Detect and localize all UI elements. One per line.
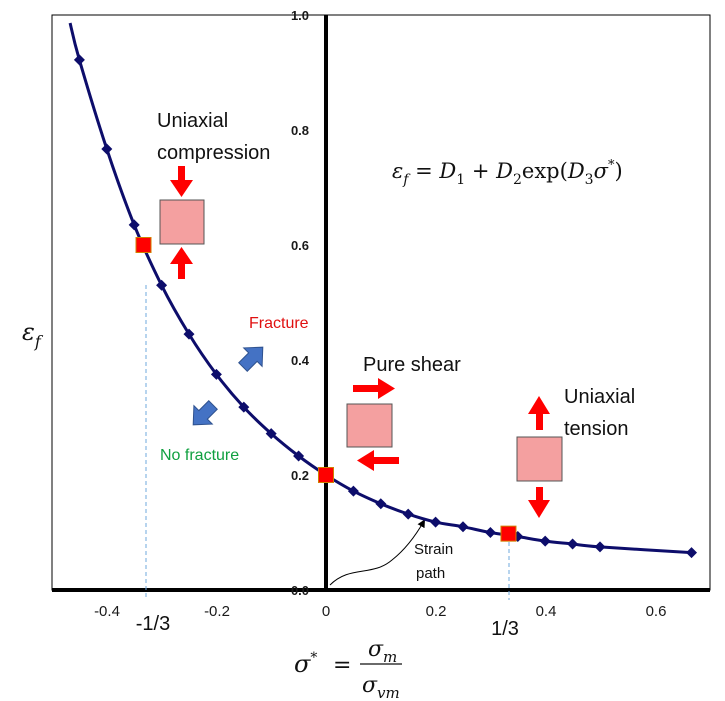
x-tick-label: 0 xyxy=(322,603,330,620)
data-point xyxy=(156,279,168,291)
y-tick-label: 0.4 xyxy=(291,353,310,368)
strain-path-arrow xyxy=(329,519,425,586)
fracture-label: Fracture xyxy=(249,315,309,332)
strain-path-label: path xyxy=(416,565,445,582)
data-point xyxy=(539,535,551,547)
y-tick-label: 0.8 xyxy=(291,123,309,138)
compression-block-icon xyxy=(159,166,205,279)
data-point xyxy=(101,143,113,155)
data-point xyxy=(293,450,305,462)
data-point xyxy=(594,541,606,553)
uniaxial-compression-label: compression xyxy=(157,142,270,164)
highlight-point xyxy=(500,525,517,542)
neg-third-label: -1/3 xyxy=(136,613,170,635)
svg-text:σ*: σ* xyxy=(294,650,317,678)
svg-text:σm: σm xyxy=(368,637,397,666)
no-fracture-label: No fracture xyxy=(160,447,239,464)
y-tick-label: 1.0 xyxy=(291,8,309,23)
data-point xyxy=(402,508,414,520)
data-point xyxy=(686,547,698,559)
uniaxial-tension-label: Uniaxial xyxy=(564,386,635,408)
pure-shear-label: Pure shear xyxy=(363,354,461,376)
data-point xyxy=(238,401,250,413)
uniaxial-tension-label: tension xyxy=(564,418,629,440)
data-point xyxy=(73,54,85,66)
equation-label: εf = D1 + D2exp(D3σ*) xyxy=(392,158,623,188)
y-axis-label: εf xyxy=(22,318,44,351)
tension-block-icon xyxy=(516,396,563,518)
data-point xyxy=(430,516,442,528)
x-tick-label: -0.4 xyxy=(94,603,120,620)
data-point xyxy=(375,498,387,510)
data-point xyxy=(484,527,496,538)
highlight-point xyxy=(135,237,152,253)
data-layer xyxy=(68,22,698,559)
data-point xyxy=(128,219,140,231)
x-tick-label: 0.4 xyxy=(536,603,557,620)
uniaxial-compression-label: Uniaxial xyxy=(157,110,228,132)
x-tick-label: 0.6 xyxy=(646,603,667,620)
data-point xyxy=(347,485,359,497)
data-point xyxy=(183,328,195,340)
pos-third-label: 1/3 xyxy=(491,618,519,640)
y-tick-label: 0.2 xyxy=(291,468,309,483)
data-point xyxy=(210,368,222,380)
fracture-arrow-icon xyxy=(238,346,264,372)
svg-text:=: = xyxy=(333,653,351,678)
y-tick-label: 0.6 xyxy=(291,238,309,253)
y-tick-label: 0.0 xyxy=(291,583,309,598)
data-point xyxy=(567,538,579,550)
svg-text:σvm: σvm xyxy=(362,673,400,701)
no-fracture-arrow-icon xyxy=(192,400,218,426)
x-tick-label: 0.2 xyxy=(426,603,447,620)
data-point xyxy=(457,521,469,533)
x-axis-label: σ* = σm σvm xyxy=(294,637,402,701)
shear-block-icon xyxy=(346,378,399,471)
data-point xyxy=(265,428,277,440)
highlight-point xyxy=(318,467,334,483)
x-tick-label: -0.2 xyxy=(204,603,230,620)
strain-path-label: Strain xyxy=(414,541,453,558)
